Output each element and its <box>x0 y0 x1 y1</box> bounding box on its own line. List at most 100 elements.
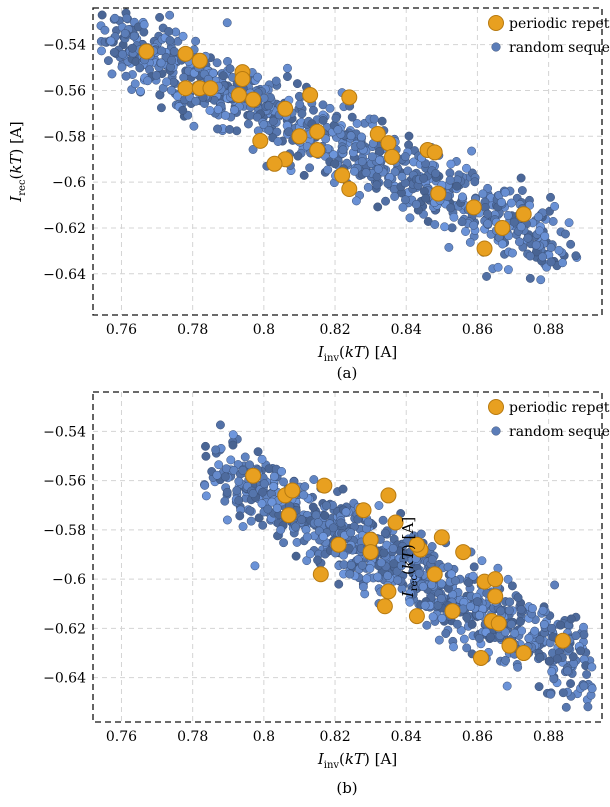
random-sequence-point <box>550 580 560 590</box>
random-sequence-point <box>467 619 477 629</box>
random-sequence-point <box>220 111 230 120</box>
legend: periodic repetition of (4) random sequenc… <box>488 399 610 440</box>
random-sequence-point <box>546 257 556 267</box>
chart-panel-b: 0.76 0.78 0.8 0.82 0.84 0.86 0.88 −0.54 −0.56 −0.… <box>43 391 610 797</box>
random-sequence-point <box>283 63 292 73</box>
random-sequence-point <box>172 91 182 101</box>
random-sequence-point <box>309 105 318 115</box>
random-sequence-point <box>558 258 567 268</box>
random-sequence-point <box>122 13 132 23</box>
random-sequence-point <box>379 548 389 558</box>
periodic-point <box>177 80 194 97</box>
periodic-point <box>369 126 386 143</box>
random-sequence-point <box>583 702 593 712</box>
random-sequence-point <box>136 86 145 96</box>
random-sequence-point <box>129 31 139 41</box>
random-sequence-point <box>436 579 446 589</box>
random-sequence-point <box>351 196 361 206</box>
random-sequence-point <box>352 119 362 128</box>
x-tick-label: 0.82 <box>319 729 350 745</box>
legend-label-random: random sequence <box>509 424 610 440</box>
random-sequence-point <box>305 549 315 559</box>
periodic-point <box>191 52 208 69</box>
random-sequence-point <box>243 119 253 129</box>
periodic-point <box>334 167 351 184</box>
random-sequence-point <box>291 551 301 561</box>
y-tick-label: −0.54 <box>43 38 86 54</box>
random-sequence-point <box>151 70 161 80</box>
random-sequence-point <box>297 515 307 525</box>
periodic-point <box>408 608 425 625</box>
periodic-point <box>355 502 372 519</box>
random-sequence-point <box>582 670 592 679</box>
x-tick-label: 0.76 <box>106 729 137 745</box>
legend-marker-periodic <box>488 399 504 415</box>
x-tick-label: 0.86 <box>462 322 493 338</box>
random-sequence-point <box>459 634 469 644</box>
random-sequence-point <box>329 150 339 160</box>
random-sequence-point <box>358 582 368 592</box>
periodic-point <box>444 603 461 620</box>
random-sequence-point <box>238 465 248 475</box>
random-sequence-point <box>238 522 248 531</box>
random-sequence-point <box>467 146 477 156</box>
random-sequence-point <box>320 511 330 520</box>
random-sequence-point <box>156 58 166 68</box>
random-sequence-point <box>331 113 341 123</box>
subfigure-caption: (a) <box>337 364 358 382</box>
random-sequence-point <box>205 106 215 115</box>
random-sequence-point <box>191 96 201 106</box>
y-tick-label: −0.58 <box>43 129 86 145</box>
periodic-point <box>472 649 489 666</box>
periodic-point <box>341 180 358 197</box>
random-sequence-point <box>333 125 343 135</box>
random-sequence-point <box>524 633 534 643</box>
random-sequence-point <box>483 219 493 229</box>
legend-label-random: random sequence <box>509 40 610 56</box>
random-sequence-point <box>428 612 438 622</box>
random-sequence-point <box>220 472 230 482</box>
random-sequence-point <box>538 606 548 615</box>
random-sequence-point <box>257 499 267 509</box>
random-sequence-point <box>201 451 211 461</box>
random-sequence-point <box>228 440 238 450</box>
random-sequence-point <box>405 597 415 607</box>
random-sequence-point <box>321 134 331 144</box>
random-sequence-point <box>235 511 245 521</box>
random-sequence-point <box>468 571 478 581</box>
periodic-point <box>387 514 404 531</box>
periodic-point <box>277 100 294 117</box>
random-sequence-point <box>389 559 399 569</box>
x-tick-label: 0.76 <box>106 322 137 338</box>
random-sequence-point <box>445 175 455 185</box>
random-sequence-point <box>212 58 222 68</box>
random-sequence-point <box>189 121 199 131</box>
random-sequence-point <box>411 199 421 209</box>
random-sequence-point <box>318 532 328 542</box>
random-sequence-point <box>508 248 517 258</box>
y-axis-label: Irec(kT) [A] <box>399 517 420 598</box>
x-axis-label: Iinv(kT) [A] <box>317 343 397 364</box>
random-sequence-point <box>546 689 556 699</box>
random-sequence-point <box>441 629 451 639</box>
random-sequence-point <box>525 273 535 283</box>
random-sequence-point <box>361 168 371 178</box>
random-sequence-point <box>462 612 472 622</box>
random-sequence-point <box>313 555 322 565</box>
random-sequence-point <box>225 64 235 74</box>
random-sequence-point <box>427 555 437 565</box>
random-sequence-point <box>372 180 382 190</box>
periodic-point <box>501 637 518 654</box>
random-sequence-point <box>157 46 166 56</box>
random-sequence-point <box>295 99 305 109</box>
random-sequence-point <box>222 515 232 525</box>
random-sequence-point <box>130 79 140 89</box>
random-sequence-point <box>345 569 355 579</box>
y-tick-label: −0.54 <box>43 424 86 440</box>
random-sequence-point <box>576 646 585 656</box>
random-sequence-point <box>452 619 462 629</box>
random-sequence-point <box>587 684 597 694</box>
random-sequence-point <box>401 195 410 205</box>
periodic-point <box>341 89 358 106</box>
random-sequence-point <box>178 105 188 115</box>
